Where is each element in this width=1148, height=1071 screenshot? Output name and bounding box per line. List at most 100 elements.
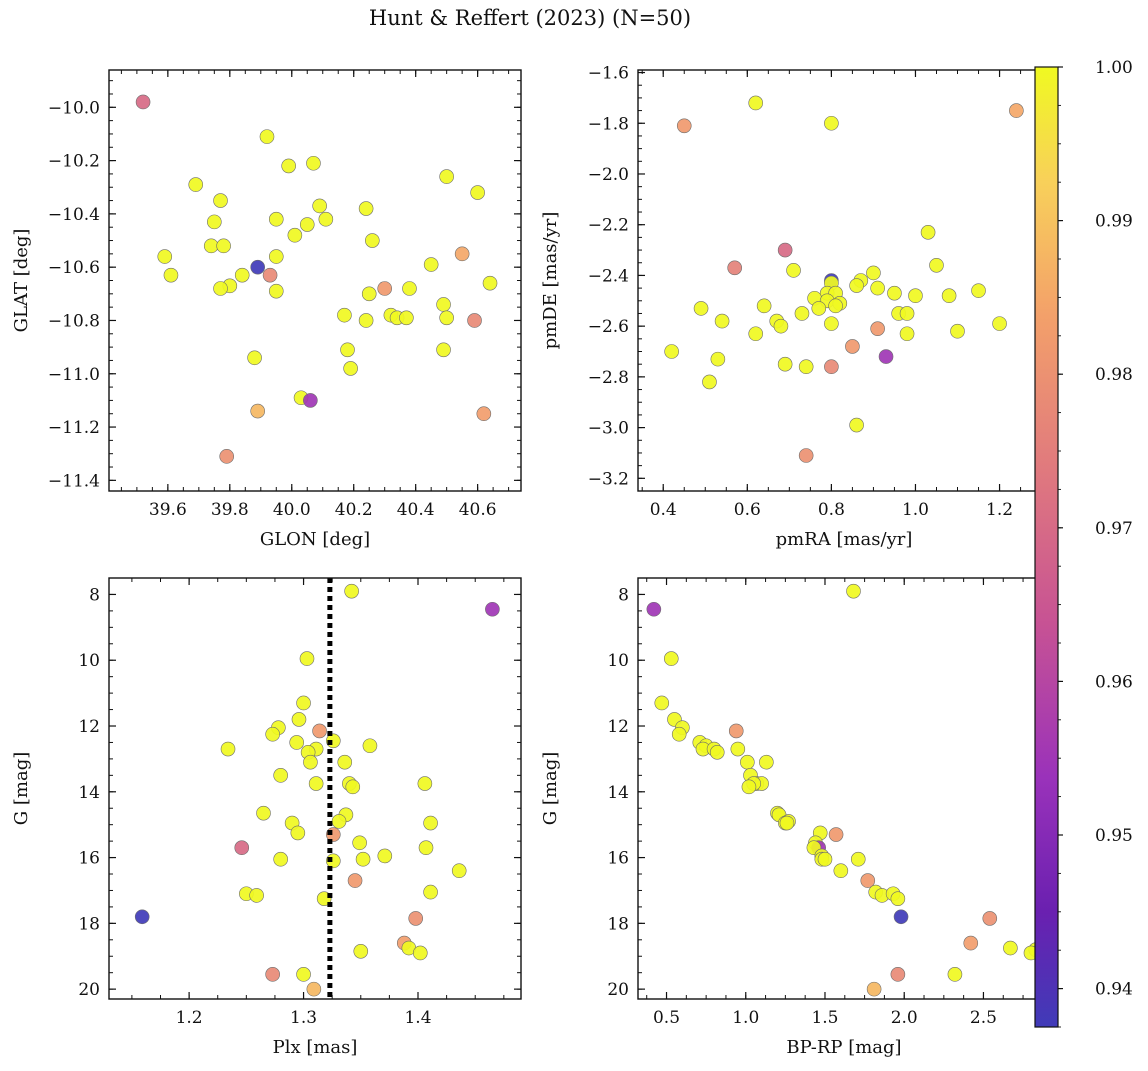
y-tick-label: −3.2 [588,469,629,489]
data-point [436,342,451,358]
data-point [135,94,151,110]
data-point [318,211,334,227]
data-point [439,169,454,184]
y-axis-label: G [mag] [540,752,561,825]
y-tick-label: −2.0 [588,165,629,185]
data-point [347,873,363,888]
data-point [870,280,885,296]
data-point [920,225,936,240]
data-point [247,350,262,366]
y-tick-label: 18 [78,914,100,934]
y-tick-label: 16 [607,849,629,869]
data-point [331,814,347,829]
data-point [710,351,726,367]
data-point [312,198,327,214]
data-point [423,815,438,831]
data-point [273,768,288,783]
colorbar-gradient [1035,67,1058,1027]
data-point [887,285,902,301]
data-point [992,316,1007,331]
data-point [664,344,679,359]
data-point [268,249,284,264]
data-point [950,323,965,339]
axes-frame [108,69,522,492]
panel-bprp-g: 0.5 1.0 1.5 2.0 2.5 8 10 12 14 16 18 20 BP-RP [mag] G… [540,577,1051,1058]
data-point [824,115,839,131]
y-tick-label: 12 [607,717,629,737]
x-axis-label: BP-RP [mag] [786,1037,901,1058]
data-point [412,945,428,961]
data-point [777,356,793,372]
data-point [281,158,296,174]
data-point [361,286,377,302]
data-point [748,95,764,111]
data-point [846,583,861,599]
data-point [234,267,250,283]
data-point [467,313,482,328]
data-point [418,840,434,856]
data-point [399,310,414,326]
data-point [299,651,315,666]
panel-pmra-pmde: 0.4 0.6 0.8 1.0 1.2 −3.2 −3.0 −2.8 −2.6 −2.4 −2.2 −… [540,64,1051,550]
colorbar-tick-label: 0.96 [1095,672,1133,692]
data-point [308,776,324,791]
data-point [439,310,454,326]
data-point [163,267,179,283]
data-point [728,723,744,739]
scatter-points [664,95,1024,463]
data-point [828,827,844,842]
data-point [777,242,793,258]
x-tick-label: 2.5 [970,1008,997,1028]
data-point [337,754,353,770]
data-point [833,863,849,879]
data-point [878,349,894,364]
colorbar-tick-label: 0.94 [1095,980,1133,1000]
data-point [798,359,814,375]
y-tick-label: 16 [78,849,100,869]
data-point [741,779,757,795]
panel-plx-g: 1.2 1.3 1.4 8 10 12 14 16 18 20 Plx [mas] G [mag] [11,577,522,1058]
x-axis-label: GLON [deg] [260,529,370,550]
y-tick-label: 18 [607,914,629,934]
data-point [340,342,355,358]
y-tick-label: −2.6 [588,317,629,337]
data-point [663,651,679,666]
y-tick-label: −10.8 [48,311,100,331]
data-point [265,726,280,742]
data-point [296,967,311,982]
data-point [256,805,271,821]
data-point [828,298,843,314]
x-tick-label: 1.5 [811,1008,838,1028]
colorbar-tick-label: 0.95 [1095,826,1133,846]
scatter-points [646,583,1044,997]
data-point [157,249,173,264]
data-point [654,695,670,711]
colorbar-tick-label: 0.97 [1095,519,1133,539]
x-tick-label: 1.2 [986,500,1013,520]
data-point [377,848,393,864]
data-point [890,891,906,906]
data-point [213,193,228,208]
x-axis-label: pmRA [mas/yr] [776,529,913,550]
data-point [947,967,963,982]
axes-frame [637,69,1051,492]
data-point [860,873,876,888]
x-tick-label: 1.0 [732,1008,759,1028]
data-point [402,281,417,296]
data-point [759,754,774,770]
y-tick-label: 14 [607,783,629,803]
data-point [377,281,392,296]
y-axis-label: GLAT [deg] [11,229,32,333]
y-tick-label: 10 [78,651,100,671]
x-tick-label: 39.8 [211,500,249,520]
data-point [358,313,374,328]
y-tick-label: −10.6 [48,258,100,278]
data-point [287,227,303,243]
data-point [908,288,923,304]
data-point [345,779,361,795]
data-point [303,754,318,770]
data-point [290,825,306,841]
data-point [671,726,687,742]
data-point [693,301,709,316]
